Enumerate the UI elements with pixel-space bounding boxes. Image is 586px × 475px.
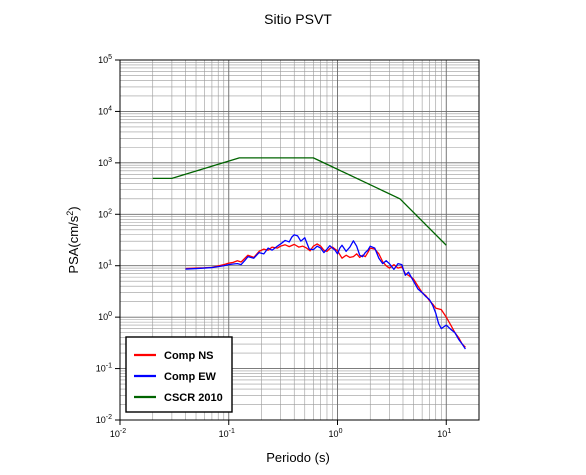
x-tick-label: 10-2: [110, 428, 126, 439]
x-tick-label: 101: [437, 428, 451, 439]
x-tick-label: 100: [329, 428, 343, 439]
y-tick-label: 105: [98, 54, 112, 65]
series-layer: [152, 157, 466, 350]
minor-gridlines: [120, 60, 480, 420]
plot-area-frame: [119, 59, 480, 421]
x-axis-label: Periodo (s): [266, 450, 330, 465]
x-tick-label: 10-1: [219, 428, 235, 439]
y-axis-label: PSA(cm/s2): [65, 206, 81, 273]
legend-box: [125, 336, 233, 413]
chart-title: Sitio PSVT: [264, 11, 332, 27]
legend-label: Comp NS: [164, 350, 214, 362]
series-line-2: [185, 234, 466, 350]
legend-label: CSCR 2010: [164, 392, 223, 404]
x-axis-ticks: 10-2 10-1 100 101: [110, 420, 451, 439]
y-tick-label: 10-2: [96, 414, 112, 425]
y-tick-label: 10-1: [96, 363, 112, 374]
series-line-3: [152, 157, 447, 246]
y-tick-label: 101: [98, 260, 112, 271]
legend-label: Comp EW: [164, 371, 217, 383]
y-tick-label: 104: [98, 105, 112, 116]
legend: Comp NS Comp EW CSCR 2010: [125, 336, 233, 413]
series-line-1: [185, 243, 466, 348]
y-axis-ticks: 10-2 10-1 100 101 102 103 104 105: [96, 54, 120, 425]
y-tick-label: 100: [98, 311, 112, 322]
y-tick-label: 103: [98, 157, 112, 168]
y-tick-label: 102: [98, 208, 112, 219]
